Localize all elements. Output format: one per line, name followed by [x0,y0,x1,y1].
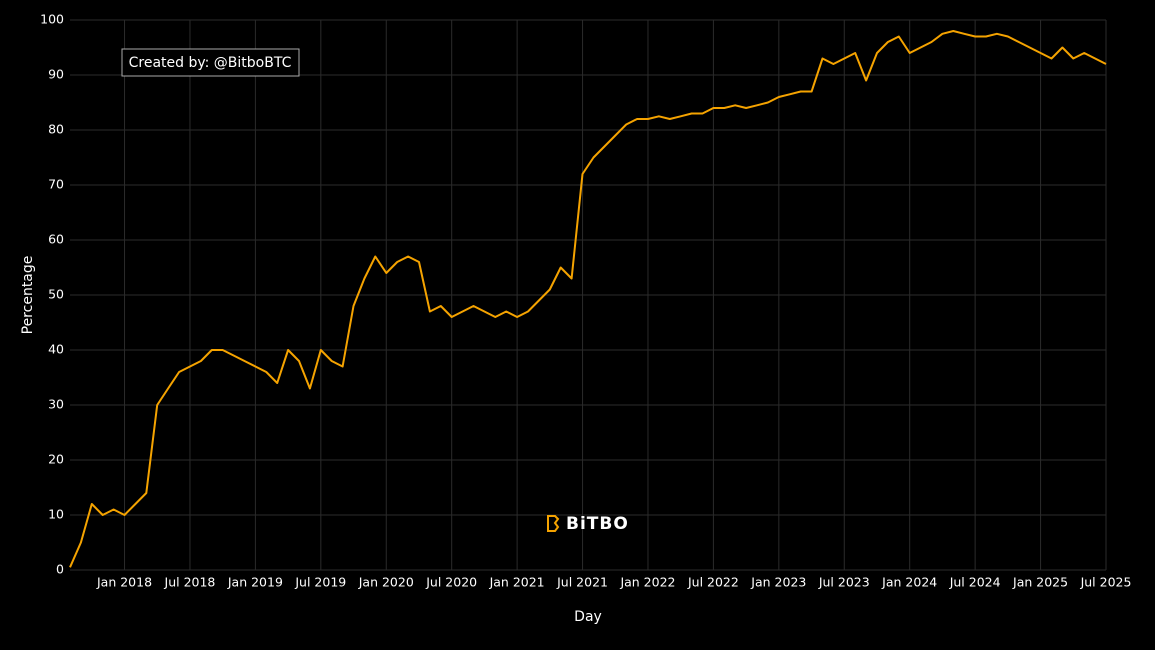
x-tick-label: Jul 2023 [818,575,870,590]
x-tick-label: Jul 2021 [556,575,608,590]
x-tick-label: Jan 2025 [1012,575,1068,590]
y-tick-label: 70 [48,177,64,192]
x-tick-label: Jan 2023 [750,575,806,590]
x-tick-label: Jul 2020 [425,575,477,590]
annotation: Created by: @BitboBTC [129,55,292,71]
y-tick-label: 30 [48,397,64,412]
x-tick-label: Jul 2019 [294,575,346,590]
watermark-logo [547,515,560,532]
y-tick-label: 100 [40,12,64,27]
x-tick-label: Jul 2022 [687,575,739,590]
y-tick-label: 80 [48,122,64,137]
x-tick-label: Jan 2020 [358,575,414,590]
x-tick-label: Jul 2018 [164,575,216,590]
grid [70,19,1107,571]
y-tick-label: 50 [48,287,64,302]
y-tick-label: 40 [48,342,64,357]
annotation-box [121,48,300,77]
x-tick-label: Jul 2025 [1080,575,1132,590]
y-tick-label: 0 [56,562,64,577]
x-tick-label: Jan 2022 [619,575,675,590]
y-axis-title: Percentage [20,256,36,335]
y-tick-label: 90 [48,67,64,82]
y-tick-label: 10 [48,507,64,522]
x-tick-label: Jan 2024 [881,575,937,590]
y-tick-label: 20 [48,452,64,467]
x-tick-label: Jan 2021 [489,575,545,590]
watermark: BiTBO [566,514,629,534]
x-tick-label: Jul 2024 [949,575,1001,590]
x-tick-label: Jan 2019 [227,575,283,590]
x-tick-label: Jan 2018 [96,575,152,590]
y-tick-label: 60 [48,232,64,247]
x-axis-title: Day [574,609,602,625]
data-line [69,30,1107,568]
